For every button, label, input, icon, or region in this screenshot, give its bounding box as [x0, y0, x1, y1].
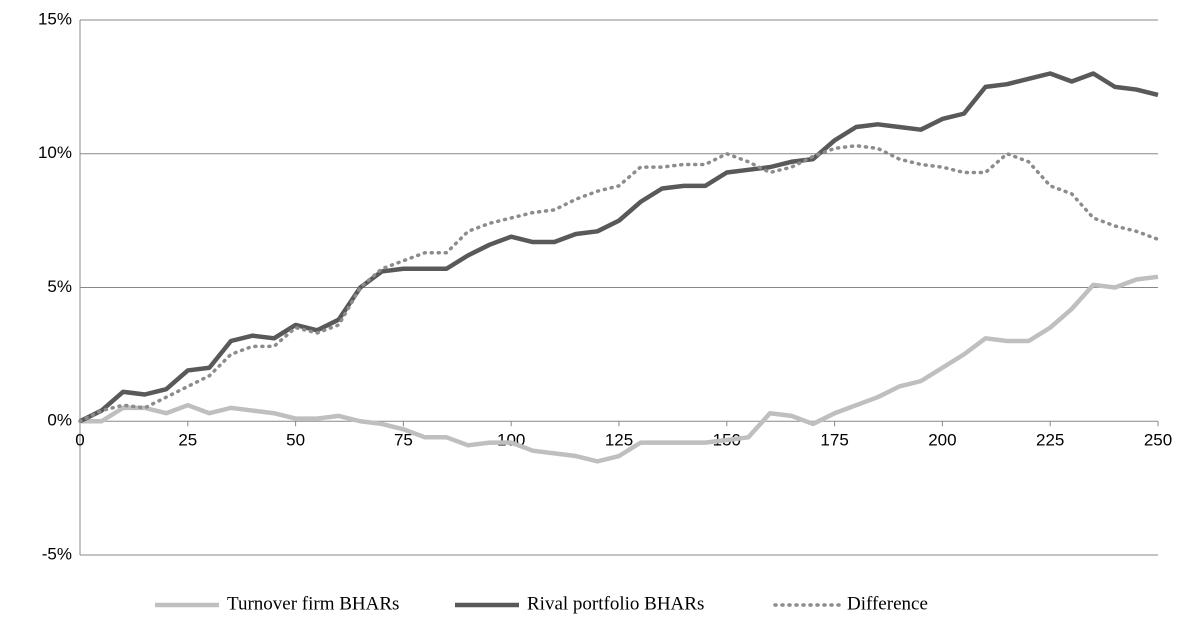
y-tick-label: 15% — [38, 9, 72, 28]
x-tick-label: 175 — [820, 431, 848, 450]
line-series — [78, 71, 1159, 424]
legend-label: Difference — [847, 593, 928, 614]
line-series — [80, 274, 1159, 464]
y-tick-label: 10% — [38, 143, 72, 162]
x-tick-label: 0 — [75, 431, 84, 450]
x-tick-label: 250 — [1144, 431, 1172, 450]
x-tick-label: 225 — [1036, 431, 1064, 450]
x-tick-label: 25 — [178, 431, 197, 450]
line-series — [78, 143, 1160, 423]
y-tick-label: 0% — [47, 411, 72, 430]
y-tick-label: 5% — [47, 277, 72, 296]
legend-label: Rival portfolio BHARs — [527, 593, 704, 614]
x-tick-label: 200 — [928, 431, 956, 450]
x-tick-label: 125 — [605, 431, 633, 450]
y-tick-label: -5% — [42, 544, 72, 563]
x-tick-label: 50 — [286, 431, 305, 450]
x-tick-label: 75 — [394, 431, 413, 450]
legend-label: Turnover firm BHARs — [227, 593, 399, 614]
